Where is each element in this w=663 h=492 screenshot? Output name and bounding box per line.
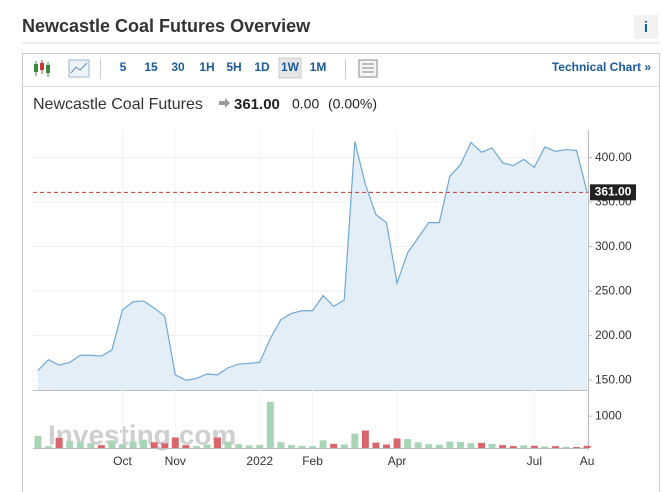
volume-bar — [182, 445, 190, 448]
y-tick-label: 400.00 — [595, 150, 632, 164]
interval-button[interactable]: 5H — [226, 60, 241, 74]
x-tick-label: Feb — [302, 454, 323, 468]
volume-bar — [530, 445, 538, 448]
price-change-pct: (0.00%) — [328, 96, 377, 112]
volume-bar — [488, 443, 496, 448]
volume-bar — [161, 443, 169, 448]
info-icon[interactable]: i — [644, 19, 648, 36]
volume-bar — [140, 439, 148, 448]
volume-bar — [298, 445, 306, 448]
x-tick-label: Oct — [113, 454, 132, 468]
volume-bar — [266, 401, 274, 448]
technical-chart-link[interactable]: Technical Chart » — [552, 60, 651, 74]
interval-button[interactable]: 1M — [310, 60, 327, 74]
price-change: 0.00 — [292, 96, 319, 112]
volume-bar — [562, 446, 570, 448]
volume-bar — [372, 442, 380, 448]
volume-bar — [456, 441, 464, 448]
volume-bar — [45, 446, 53, 448]
volume-bar — [404, 439, 412, 448]
volume-bar — [192, 446, 200, 448]
volume-bar — [87, 443, 95, 448]
volume-bar — [351, 433, 359, 448]
volume-bar — [108, 440, 116, 448]
interval-button[interactable]: 1D — [254, 60, 270, 74]
x-tick-label: 2022 — [246, 454, 273, 468]
info-button[interactable] — [634, 15, 658, 39]
volume-bar — [34, 435, 42, 448]
interval-button[interactable]: 1H — [199, 60, 214, 74]
interval-button[interactable]: 15 — [144, 60, 158, 74]
volume-bar — [446, 441, 454, 448]
volume-bar — [171, 437, 179, 448]
volume-bar — [97, 445, 105, 448]
volume-bar — [214, 437, 222, 448]
volume-bar — [55, 437, 63, 448]
y-tick-label: 250.00 — [595, 283, 632, 297]
volume-bar — [330, 443, 338, 448]
volume-bar — [573, 447, 581, 448]
interval-selected-bg — [278, 57, 302, 79]
y-tick-label: 200.00 — [595, 328, 632, 342]
volume-bar — [340, 444, 348, 448]
volume-bar — [256, 444, 264, 448]
volume-bar — [583, 445, 591, 448]
volume-bar — [509, 446, 517, 448]
instrument-name: Newcastle Coal Futures — [33, 96, 203, 113]
interval-button[interactable]: 5 — [120, 60, 127, 74]
volume-bar — [435, 444, 443, 448]
y-tick-label: 150.00 — [595, 372, 632, 386]
current-price-box — [590, 184, 636, 201]
volume-bar — [203, 444, 211, 448]
volume-bar — [277, 442, 285, 448]
flat-arrow — [219, 98, 230, 108]
volume-bar — [393, 438, 401, 448]
volume-bar — [66, 440, 74, 448]
x-tick-label: Apr — [388, 454, 407, 468]
volume-bar — [150, 442, 158, 448]
interval-button[interactable]: 1W — [281, 60, 300, 74]
volume-bar — [541, 446, 549, 448]
volume-bar — [118, 444, 126, 448]
volume-bar — [520, 445, 528, 448]
volume-bar — [467, 443, 475, 448]
volume-bar — [235, 444, 243, 448]
widget-frame — [22, 53, 660, 492]
volume-bar — [361, 430, 369, 448]
last-price: 361.00 — [234, 96, 280, 113]
x-tick-label: Jul — [527, 454, 542, 468]
volume-bar — [309, 446, 317, 448]
volume-bar — [76, 442, 84, 448]
volume-bar — [414, 442, 422, 448]
volume-bar — [382, 444, 390, 448]
x-tick-label: Nov — [165, 454, 186, 468]
y-tick-label: 300.00 — [595, 239, 632, 253]
volume-bar — [245, 445, 253, 448]
volume-bar — [319, 440, 327, 448]
current-price-label: 361.00 — [595, 185, 632, 199]
table-icon[interactable] — [358, 59, 378, 78]
volume-bar — [129, 441, 137, 448]
interval-button[interactable]: 30 — [171, 60, 185, 74]
area-icon[interactable] — [68, 59, 90, 78]
volume-bar — [287, 445, 295, 448]
candle-icon[interactable] — [34, 60, 50, 77]
price-line — [37, 141, 588, 381]
volume-tick-label: 1000 — [595, 408, 622, 422]
area-fill — [38, 141, 588, 390]
volume-bar — [478, 442, 486, 448]
volume-bar — [224, 441, 232, 448]
x-tick-label: Au — [580, 454, 595, 468]
volume-bar — [499, 445, 507, 448]
page-title: Newcastle Coal Futures Overview — [22, 16, 311, 36]
volume-bar — [551, 446, 559, 448]
volume-bar — [425, 444, 433, 448]
